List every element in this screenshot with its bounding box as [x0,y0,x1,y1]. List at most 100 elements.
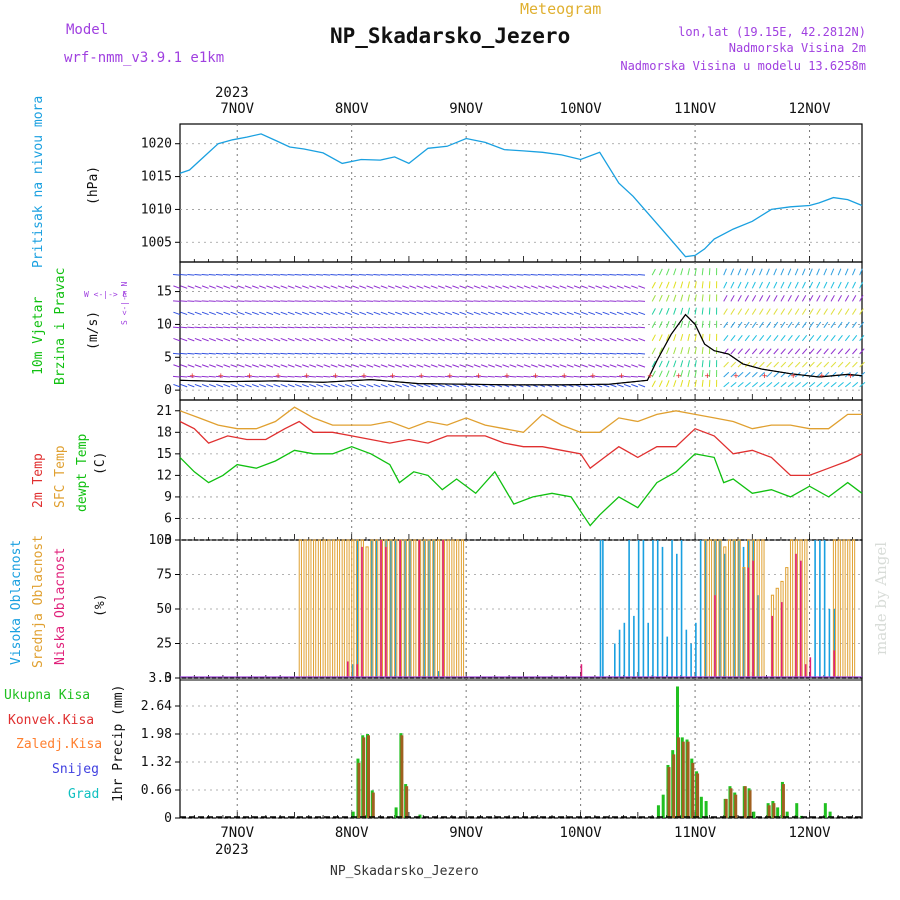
wind-vector [437,274,445,276]
pressure-label: Pritisak na nivou mora [31,96,46,268]
wind-vector [416,300,424,302]
temp-2m-label: 2m Temp [31,453,46,508]
wind-vector [466,383,474,388]
wind-vector [251,352,259,355]
wind-vector [352,337,360,342]
wind-vector [244,364,252,368]
wind-vector [209,311,216,316]
wind-vector [495,311,503,316]
wind-vector [830,308,836,315]
wind-vector [373,274,381,276]
wind-vector [430,285,438,289]
wind-vector [852,295,857,302]
wind-vector [494,352,502,355]
cloud-bar-0 [676,553,678,678]
cloud-ytick-label-4: 100 [149,533,172,548]
wind-vector [737,381,744,388]
wind-vector [573,326,581,329]
wind-vector [208,300,216,302]
wind-vector [201,364,209,368]
cloud-bar-0 [370,540,373,678]
wind-vector [266,285,274,289]
wind-vector [230,375,238,378]
top-day-label: 12NOV [788,101,831,117]
wind-vector [609,311,617,316]
precip-bar-0 [752,811,756,818]
precip-bar-1 [672,754,676,818]
wind-vector [588,285,596,289]
wind-vector [373,375,381,378]
wind-vector [387,337,395,342]
wind-vector [359,311,367,316]
wind-vector [273,375,281,378]
wind-vector [638,364,646,368]
wind-vector [466,364,474,368]
wind-vector [637,326,646,329]
wind-vector [223,326,231,329]
wind-vector [566,352,574,355]
wind-vector [423,352,431,355]
wind-vector [337,300,345,302]
pressure-unit: (hPa) [86,166,101,205]
wind-vector [237,285,245,289]
temperature-ytick-label-6: 21 [156,404,172,419]
wind-vector [573,300,581,302]
wind-vector [323,337,331,342]
wind-vector [395,311,402,316]
wind-vector [538,337,546,342]
precip-panel: 0 0.66 1.32 1.98 2.64 3.3 [141,671,863,826]
wind-vector [265,300,274,302]
wind-vector [359,285,367,289]
wind-vector [223,274,231,276]
wind-vector [809,308,814,315]
wind-vector [737,335,743,342]
wind-vector [487,300,495,302]
wind-vector [230,311,238,316]
wind-vector [581,311,588,316]
temperature-ytick-label-0: 3 [164,533,172,548]
wind-vector [687,307,690,315]
wind-vector [437,364,445,368]
wind-vector [316,375,324,378]
wind-vector [337,326,345,329]
wind-vector [658,380,663,388]
wind-vector [409,383,417,388]
wind-vector [537,326,545,329]
wind-vector [623,352,631,355]
wind-vector [759,348,765,355]
wind-vector [837,268,842,276]
wind-vector [316,364,324,368]
wind-vector [538,364,546,368]
cloud-bar-2 [399,540,401,678]
wind-vector [658,281,663,289]
wind-vector [680,360,684,368]
wind-vector [387,311,395,316]
wind-vector [530,300,538,302]
wind-vector [294,274,302,276]
wind-vector [309,383,317,388]
wind-vector [759,308,764,315]
wind-vector [687,347,690,355]
wind-vector [194,311,202,316]
wind-vector [451,352,460,355]
wind-vector [616,300,624,302]
wind-vector [530,364,538,368]
cloud-mid-label: Srednja Oblacnost [31,535,46,668]
cloud-bar-0 [723,553,726,678]
wind-ytick-label-0: 0 [164,383,172,398]
wind-vector [766,308,771,315]
wind-vector [744,348,751,355]
wind-vector [638,337,646,342]
cloud-bar-0 [718,540,721,678]
wind-vector [638,285,646,289]
wind-vector [523,337,531,342]
wind-vector [630,326,638,329]
precip-bar-0 [351,811,355,818]
wind-vector [830,361,837,368]
wind-vector [259,311,267,316]
wind-vector [258,274,266,276]
wind-vector [265,274,274,276]
wind-vector [523,352,531,355]
